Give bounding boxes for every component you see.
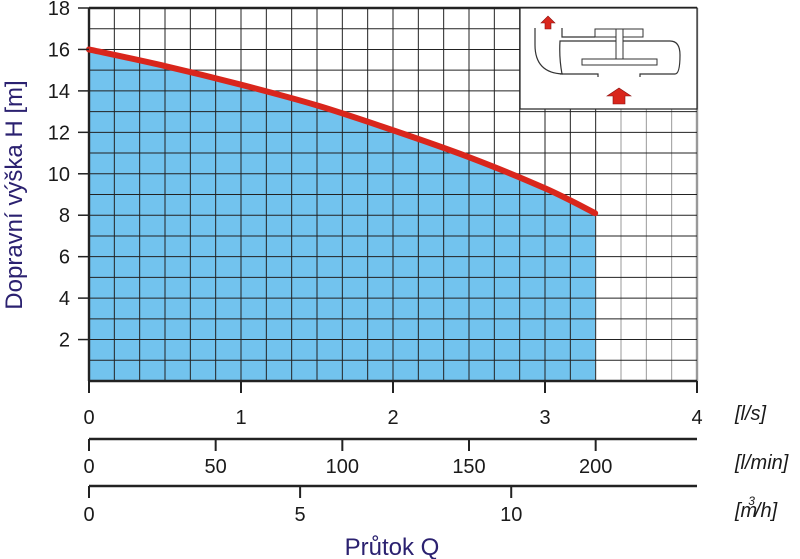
x-axis-unit-0: [l/s] bbox=[734, 403, 767, 425]
y-tick-label: 12 bbox=[48, 122, 70, 144]
x-tick-label: 10 bbox=[500, 504, 522, 526]
x-axis-unit-1: [l/min] bbox=[734, 452, 789, 474]
pump-diagram-inset bbox=[519, 7, 698, 110]
x-tick-label: 1 bbox=[235, 407, 246, 429]
y-tick-label: 8 bbox=[59, 205, 70, 227]
y-tick-label: 6 bbox=[59, 247, 70, 269]
volute-icon bbox=[534, 28, 564, 75]
x-tick-label: 0 bbox=[83, 407, 94, 429]
pump-curve-line bbox=[86, 46, 599, 217]
x-axis-unit-2: [m3/h] bbox=[734, 494, 778, 522]
inlet-arrow-icon bbox=[606, 87, 632, 105]
y-tick-label: 10 bbox=[48, 164, 70, 186]
y-tick-label: 2 bbox=[59, 330, 70, 352]
x-tick-label: 5 bbox=[295, 504, 306, 526]
x-tick-label: 100 bbox=[326, 456, 359, 478]
y-axis-title: Dopravní výška H [m] bbox=[1, 80, 28, 309]
y-tick-label: 16 bbox=[48, 39, 70, 61]
y-tick-label: 14 bbox=[48, 81, 70, 103]
outlet-arrow-icon bbox=[540, 15, 556, 30]
x-tick-label: 0 bbox=[83, 456, 94, 478]
x-tick-label: 3 bbox=[539, 407, 550, 429]
x-tick-label: 50 bbox=[205, 456, 227, 478]
x-tick-label: 2 bbox=[387, 407, 398, 429]
x-tick-label: 200 bbox=[579, 456, 612, 478]
x-tick-label: 4 bbox=[691, 407, 702, 429]
x-tick-label: 0 bbox=[83, 504, 94, 526]
x-axis-title: Průtok Q bbox=[345, 534, 440, 559]
x-tick-label: 150 bbox=[452, 456, 485, 478]
y-tick-label: 4 bbox=[59, 288, 70, 310]
y-tick-label: 18 bbox=[48, 0, 70, 20]
impeller-icon bbox=[581, 58, 658, 66]
